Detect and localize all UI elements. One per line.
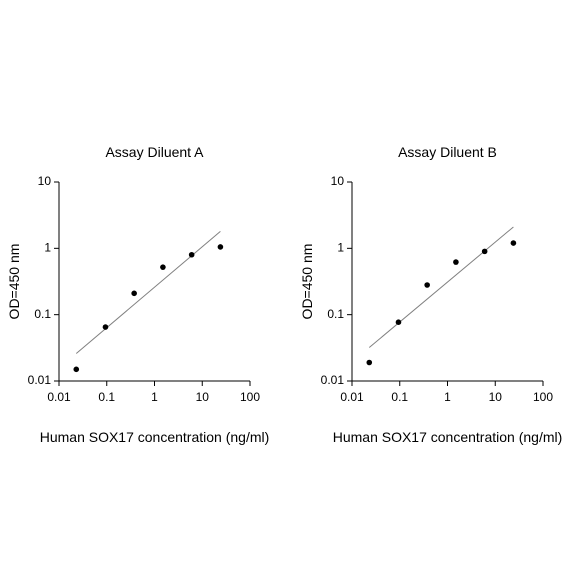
y-tick-label: 10 bbox=[38, 174, 52, 188]
x-tick-label: 0.1 bbox=[98, 390, 115, 404]
x-tick-label: 0.01 bbox=[47, 390, 71, 404]
x-tick-label: 10 bbox=[489, 390, 503, 404]
chart-title: Assay Diluent B bbox=[398, 144, 497, 160]
y-tick-label: 1 bbox=[337, 241, 344, 255]
chart: Assay Diluent A Human SOX17 concentration… bbox=[6, 144, 269, 445]
y-tick-label: 0.1 bbox=[34, 307, 51, 321]
data-point bbox=[131, 290, 137, 297]
x-tick-label: 0.1 bbox=[391, 390, 408, 404]
y-axis-label: OD=450 nm bbox=[6, 244, 22, 320]
y-tick-label: 1 bbox=[44, 241, 51, 255]
x-tick-label: 10 bbox=[196, 390, 210, 404]
data-point bbox=[102, 324, 109, 330]
y-tick-label: 10 bbox=[331, 174, 345, 188]
data-point bbox=[217, 244, 224, 250]
data-point bbox=[73, 366, 80, 373]
x-tick-label: 0.01 bbox=[340, 390, 364, 404]
data-point bbox=[366, 359, 373, 366]
x-tick-label: 1 bbox=[151, 390, 158, 404]
x-axis-label: Human SOX17 concentration (ng/ml) bbox=[40, 429, 270, 445]
data-point bbox=[510, 240, 517, 246]
y-tick-label: 0.01 bbox=[28, 373, 52, 387]
y-axis-label: OD=450 nm bbox=[299, 244, 315, 320]
chart: Assay Diluent B Human SOX17 concentration… bbox=[299, 144, 562, 445]
x-axis-label: Human SOX17 concentration (ng/ml) bbox=[333, 429, 563, 445]
trend-line bbox=[368, 226, 514, 348]
data-point bbox=[481, 248, 488, 255]
y-tick-label: 0.01 bbox=[321, 373, 345, 387]
data-point bbox=[453, 259, 459, 265]
y-tick-label: 0.1 bbox=[327, 307, 344, 321]
chart-title: Assay Diluent A bbox=[105, 144, 204, 160]
data-point bbox=[160, 264, 166, 270]
x-tick-label: 1 bbox=[444, 390, 451, 404]
data-point bbox=[395, 319, 402, 325]
data-point bbox=[424, 282, 430, 288]
data-point bbox=[188, 251, 195, 258]
trend-line bbox=[75, 231, 221, 354]
x-tick-label: 100 bbox=[240, 390, 260, 404]
x-tick-label: 100 bbox=[533, 390, 553, 404]
